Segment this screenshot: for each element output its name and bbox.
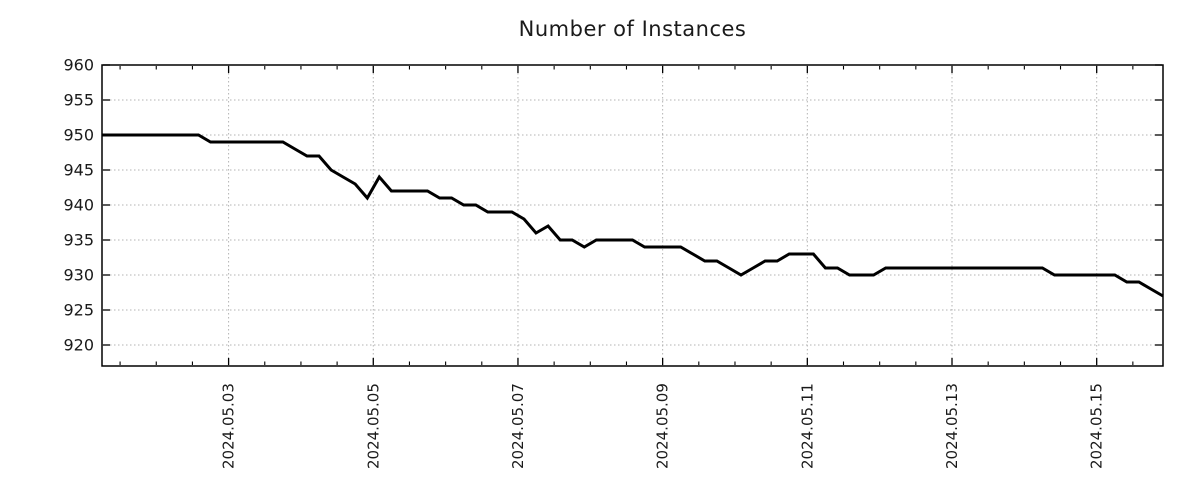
y-tick-label: 935 xyxy=(63,231,94,250)
y-tick-label: 925 xyxy=(63,301,94,320)
y-tick-label: 960 xyxy=(63,56,94,75)
y-tick-label: 930 xyxy=(63,266,94,285)
y-tick-label: 950 xyxy=(63,126,94,145)
axis-frame xyxy=(101,64,1164,367)
y-tick-label: 955 xyxy=(63,91,94,110)
y-tick-label: 940 xyxy=(63,196,94,215)
y-tick-label: 920 xyxy=(63,336,94,355)
x-tick-label: 2024.05.11 xyxy=(798,383,816,469)
x-tick-label: 2024.05.07 xyxy=(509,383,527,469)
y-tick-label: 945 xyxy=(63,161,94,180)
x-tick-label: 2024.05.13 xyxy=(943,383,961,469)
data-series-line xyxy=(102,133,1164,298)
x-tick-label: 2024.05.15 xyxy=(1088,383,1106,469)
x-tick-label: 2024.05.09 xyxy=(654,383,672,469)
x-tick-label: 2024.05.05 xyxy=(364,383,382,469)
x-tick-label: 2024.05.03 xyxy=(220,383,238,469)
plot-background xyxy=(102,65,1163,366)
chart-title: Number of Instances xyxy=(518,17,747,41)
